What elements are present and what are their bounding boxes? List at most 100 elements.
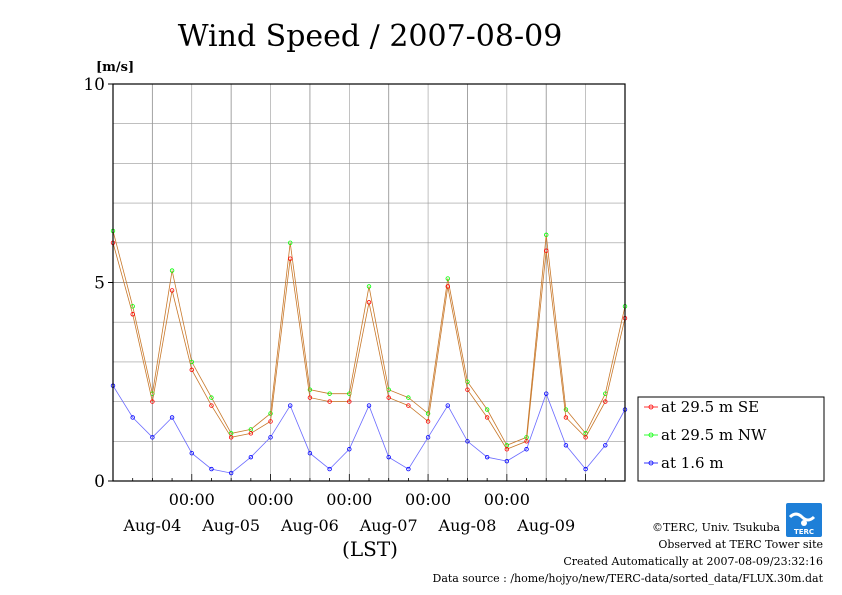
data-point <box>366 300 372 305</box>
data-point <box>347 399 352 404</box>
legend-swatch-marker <box>648 404 654 410</box>
data-point <box>307 395 313 400</box>
footer-copyright: ©TERC, Univ. Tsukuba <box>652 521 780 534</box>
data-point <box>524 447 529 452</box>
chart-title: Wind Speed / 2007-08-09 <box>178 19 563 54</box>
data-point <box>425 419 431 424</box>
legend-box <box>637 396 825 482</box>
data-point <box>603 443 608 448</box>
data-point <box>583 466 588 472</box>
series-layer <box>110 228 628 476</box>
data-point <box>386 395 391 400</box>
legend: at 29.5 m SE at 29.5 m NW at 1.6 m <box>637 396 825 482</box>
data-point <box>209 403 214 408</box>
logo-wave-icon <box>788 512 816 522</box>
data-point <box>406 466 411 472</box>
data-point <box>150 399 155 404</box>
legend-label: at 29.5 m SE <box>661 398 759 416</box>
data-point <box>189 451 194 456</box>
series-group <box>110 383 628 476</box>
data-point <box>465 387 470 392</box>
data-point <box>366 403 372 408</box>
legend-label: at 1.6 m <box>661 454 724 472</box>
x-tick-time-label: 00:00 <box>326 490 372 509</box>
logo-text: TERC <box>794 528 814 536</box>
series-line <box>112 242 626 450</box>
data-point <box>504 458 510 464</box>
footer-source: Data source : /home/hojyo/new/TERC-data/… <box>433 572 824 585</box>
data-point <box>169 288 175 293</box>
x-axis-label: (LST) <box>342 537 398 561</box>
series-line <box>112 230 626 446</box>
data-point <box>268 419 273 424</box>
y-axis-unit-label: [m/s] <box>96 60 134 75</box>
x-tick-time-label: 00:00 <box>247 490 293 509</box>
y-tick-label: 10 <box>83 75 105 95</box>
data-point <box>563 407 569 412</box>
data-point <box>544 232 549 238</box>
data-point <box>268 411 273 416</box>
data-point <box>406 395 411 400</box>
data-point <box>228 470 234 476</box>
data-point <box>484 415 490 420</box>
plot-frame <box>112 83 626 482</box>
data-point <box>425 435 431 440</box>
legend-swatch-marker <box>648 460 654 466</box>
data-point <box>169 268 175 273</box>
data-point <box>228 435 234 440</box>
x-tick-date-label: Aug-07 <box>359 516 418 535</box>
data-point <box>288 240 293 245</box>
data-point <box>327 399 332 404</box>
data-point <box>209 466 214 472</box>
data-point <box>544 391 549 396</box>
data-point <box>563 415 569 420</box>
data-point <box>504 447 510 452</box>
x-tick-date-label: Aug-09 <box>516 516 575 535</box>
series-group <box>110 228 628 448</box>
data-point <box>248 454 254 460</box>
data-point <box>366 284 372 289</box>
data-point <box>465 439 470 444</box>
y-axis-ticks: 0 5 10 <box>83 75 113 492</box>
grid-lines <box>113 84 625 481</box>
data-point <box>248 431 254 436</box>
y-tick-label: 0 <box>94 472 105 492</box>
data-point <box>544 248 549 253</box>
data-point <box>524 439 529 444</box>
data-point <box>307 387 313 392</box>
legend-swatch-marker <box>648 432 654 438</box>
terc-logo: TERC <box>786 503 822 537</box>
data-point <box>327 466 332 472</box>
data-point <box>563 443 569 448</box>
data-point <box>445 276 450 281</box>
data-point <box>130 312 135 317</box>
data-point <box>445 284 450 289</box>
data-point <box>268 435 273 440</box>
x-tick-time-label: 00:00 <box>169 490 215 509</box>
footer-observed: Observed at TERC Tower site <box>658 538 823 551</box>
data-point <box>327 391 332 396</box>
data-point <box>445 403 450 408</box>
x-axis-ticks: 00:00 00:00 00:00 00:00 00:00 Aug-04 Aug-05 Aug… <box>122 474 606 535</box>
data-point <box>209 395 214 400</box>
data-point <box>347 447 352 452</box>
x-tick-date-label: Aug-06 <box>280 516 339 535</box>
x-tick-date-label: Aug-04 <box>122 516 181 535</box>
data-point <box>386 454 391 460</box>
logo-drop-icon <box>801 520 807 526</box>
data-point <box>484 407 490 412</box>
x-tick-time-label: 00:00 <box>484 490 530 509</box>
footer-created: Created Automatically at 2007-08-09/23:3… <box>563 555 823 568</box>
data-point <box>583 435 588 440</box>
data-point <box>603 399 608 404</box>
y-tick-label: 5 <box>94 274 105 294</box>
x-tick-date-label: Aug-08 <box>438 516 497 535</box>
legend-label: at 29.5 m NW <box>661 426 767 444</box>
data-point <box>425 411 431 416</box>
data-point <box>130 415 135 420</box>
data-point <box>189 367 194 373</box>
data-point <box>288 256 293 261</box>
x-tick-time-label: 00:00 <box>405 490 451 509</box>
data-point <box>484 454 490 460</box>
